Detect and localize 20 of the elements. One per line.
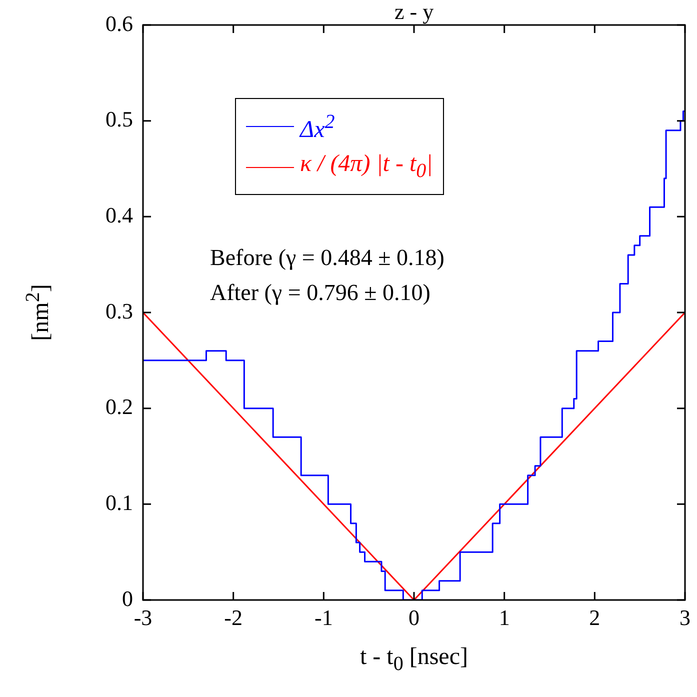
legend-label: κ / (4π) |t - t$_{0}$| [300,150,433,184]
y-tick-label: 0.4 [106,202,133,228]
x-tick-label: -1 [314,604,333,630]
x-axis-title: t - t$_{0}$ [nsec] [360,644,468,676]
chart-title: z - y [394,0,434,25]
x-tick-label: -2 [224,604,242,630]
y-tick-label: 0 [122,586,133,611]
y-tick-label: 0.3 [106,298,133,324]
annotation: After (γ = 0.796 ± 0.10) [210,280,430,306]
x-tick-label: 3 [680,604,690,630]
y-tick-label: 0.5 [106,106,133,132]
legend-label: Δx$^{2}$ [300,110,335,145]
y-tick-label: 0.6 [106,10,133,36]
y-tick-label: 0.1 [106,490,133,515]
x-tick-label: 0 [408,604,420,630]
annotation: Before (γ = 0.484 ± 0.18) [210,245,444,271]
x-tick-label: 2 [589,604,600,630]
x-tick-label: -3 [134,604,152,630]
y-tick-label: 0.2 [106,394,133,420]
x-tick-label: 1 [498,604,510,630]
